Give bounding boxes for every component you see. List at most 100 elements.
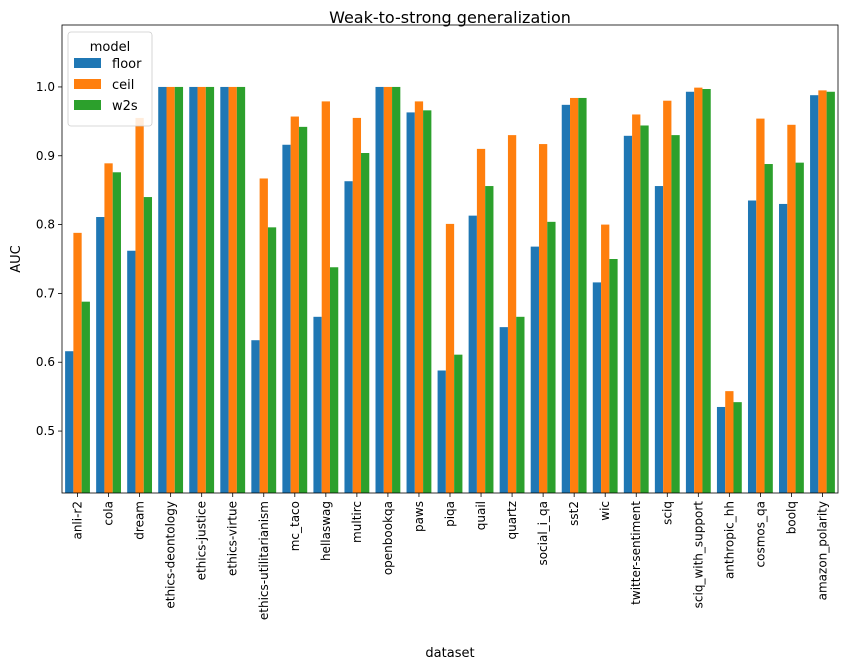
bar-floor-cosmos_qa bbox=[747, 200, 757, 493]
bar-floor-sst2 bbox=[561, 104, 571, 493]
x-tick-label: social_i_qa bbox=[536, 501, 550, 566]
bar-ceil-mc_taco bbox=[290, 116, 299, 494]
bar-ceil-sciq bbox=[663, 100, 672, 494]
bar-ceil-anli-r2 bbox=[73, 232, 82, 494]
bar-w2s-multirc bbox=[361, 153, 370, 493]
x-tick-label: openbookqa bbox=[381, 501, 395, 575]
bar-floor-sciq_with_support bbox=[685, 91, 695, 494]
x-tick-label: paws bbox=[412, 501, 426, 532]
bar-w2s-mc_taco bbox=[298, 126, 308, 493]
y-tick-label: 0.9 bbox=[36, 149, 55, 163]
x-tick-label: quartz bbox=[505, 501, 519, 540]
bar-floor-quartz bbox=[499, 327, 508, 493]
bar-floor-anthropic_hh bbox=[716, 406, 726, 493]
y-tick-label: 1.0 bbox=[36, 80, 55, 94]
x-tick-label: sciq_with_support bbox=[691, 501, 705, 609]
x-tick-label: ethics-utilitarianism bbox=[257, 501, 271, 620]
bar-ceil-amazon_polarity bbox=[818, 90, 827, 493]
x-tick-label: twitter-sentiment bbox=[629, 501, 643, 605]
bar-floor-multirc bbox=[344, 181, 353, 493]
bar-w2s-sst2 bbox=[578, 97, 587, 493]
bar-w2s-piqa bbox=[454, 354, 463, 493]
bar-w2s-quartz bbox=[516, 316, 525, 493]
bar-floor-twitter-sentiment bbox=[623, 135, 633, 493]
bar-w2s-dream bbox=[143, 197, 153, 493]
bar-floor-hellaswag bbox=[313, 316, 322, 493]
legend-label-ceil: ceil bbox=[112, 78, 134, 93]
bar-w2s-ethics-deontology bbox=[174, 86, 184, 494]
y-tick-label: 0.6 bbox=[36, 355, 55, 369]
bar-w2s-anthropic_hh bbox=[733, 402, 742, 493]
bar-ceil-anthropic_hh bbox=[725, 391, 734, 493]
bar-ceil-ethics-justice bbox=[197, 86, 206, 494]
x-axis-label: dataset bbox=[425, 646, 474, 661]
bar-w2s-ethics-virtue bbox=[236, 86, 246, 494]
bar-floor-social_i_qa bbox=[530, 246, 539, 493]
bar-floor-ethics-virtue bbox=[220, 86, 229, 494]
x-tick-label: multirc bbox=[350, 501, 364, 543]
bar-w2s-anli-r2 bbox=[81, 301, 90, 493]
y-axis: 0.5 0.6 0.7 0.8 0.9 1.0 bbox=[36, 80, 62, 438]
bar-floor-openbookqa bbox=[375, 86, 384, 494]
bar-ceil-openbookqa bbox=[383, 86, 393, 494]
bar-ceil-boolq bbox=[787, 124, 796, 493]
bar-w2s-sciq_with_support bbox=[702, 89, 711, 493]
bar-floor-ethics-utilitarianism bbox=[251, 340, 260, 493]
bar-w2s-cola bbox=[112, 172, 121, 493]
bar-floor-paws bbox=[406, 112, 415, 493]
bar-ceil-social_i_qa bbox=[538, 144, 548, 494]
x-tick-label: hellaswag bbox=[319, 501, 333, 561]
bar-ceil-cola bbox=[104, 163, 113, 493]
bar-ceil-dream bbox=[135, 117, 144, 493]
bar-floor-ethics-justice bbox=[189, 86, 198, 494]
bar-w2s-amazon_polarity bbox=[826, 91, 835, 494]
x-tick-label: ethics-deontology bbox=[164, 501, 178, 609]
y-axis-label: AUC bbox=[9, 245, 24, 273]
bar-w2s-hellaswag bbox=[329, 267, 339, 493]
bar-floor-cola bbox=[96, 217, 105, 494]
x-tick-label: amazon_polarity bbox=[815, 501, 829, 600]
x-tick-label: ethics-virtue bbox=[226, 501, 240, 576]
bar-floor-wic bbox=[592, 282, 602, 493]
bar-w2s-social_i_qa bbox=[547, 221, 556, 493]
bar-w2s-ethics-utilitarianism bbox=[267, 227, 277, 493]
bar-ceil-twitter-sentiment bbox=[632, 114, 641, 494]
x-tick-label: cosmos_qa bbox=[753, 501, 767, 567]
y-tick-label: 0.8 bbox=[36, 218, 55, 232]
bar-w2s-sciq bbox=[671, 135, 680, 493]
bar-floor-anli-r2 bbox=[65, 351, 74, 493]
x-tick-label: piqa bbox=[443, 501, 457, 527]
bar-ceil-cosmos_qa bbox=[756, 118, 765, 493]
bar-floor-mc_taco bbox=[282, 144, 291, 494]
bar-ceil-wic bbox=[601, 224, 610, 493]
bar-ceil-ethics-utilitarianism bbox=[259, 178, 268, 493]
bar-ceil-multirc bbox=[352, 117, 362, 493]
chart-title: Weak-to-strong generalization bbox=[329, 8, 571, 27]
legend-label-floor: floor bbox=[112, 57, 142, 72]
x-tick-label: quail bbox=[474, 501, 488, 530]
bar-ceil-hellaswag bbox=[321, 101, 330, 494]
x-tick-label: cola bbox=[102, 501, 116, 526]
legend-swatch-floor bbox=[74, 58, 101, 68]
bar-floor-piqa bbox=[437, 370, 446, 493]
bar-floor-sciq bbox=[654, 186, 664, 493]
bar-floor-quail bbox=[468, 215, 477, 493]
bar-ceil-ethics-virtue bbox=[228, 86, 237, 494]
x-tick-label: anli-r2 bbox=[71, 501, 85, 540]
bars-layer bbox=[65, 86, 835, 494]
bar-w2s-wic bbox=[609, 259, 618, 493]
x-tick-label: dream bbox=[133, 501, 147, 540]
bar-w2s-cosmos_qa bbox=[764, 164, 773, 493]
bar-floor-boolq bbox=[779, 203, 788, 494]
legend-label-w2s: w2s bbox=[112, 99, 138, 114]
x-tick-label: sciq bbox=[660, 501, 674, 525]
bar-floor-amazon_polarity bbox=[810, 95, 819, 493]
bar-w2s-openbookqa bbox=[392, 86, 401, 494]
bar-w2s-ethics-justice bbox=[205, 86, 215, 494]
bar-ceil-piqa bbox=[445, 223, 455, 493]
x-tick-label: ethics-justice bbox=[195, 501, 209, 580]
y-tick-label: 0.7 bbox=[36, 286, 55, 300]
bar-ceil-sst2 bbox=[570, 97, 579, 493]
legend-swatch-ceil bbox=[74, 79, 101, 89]
